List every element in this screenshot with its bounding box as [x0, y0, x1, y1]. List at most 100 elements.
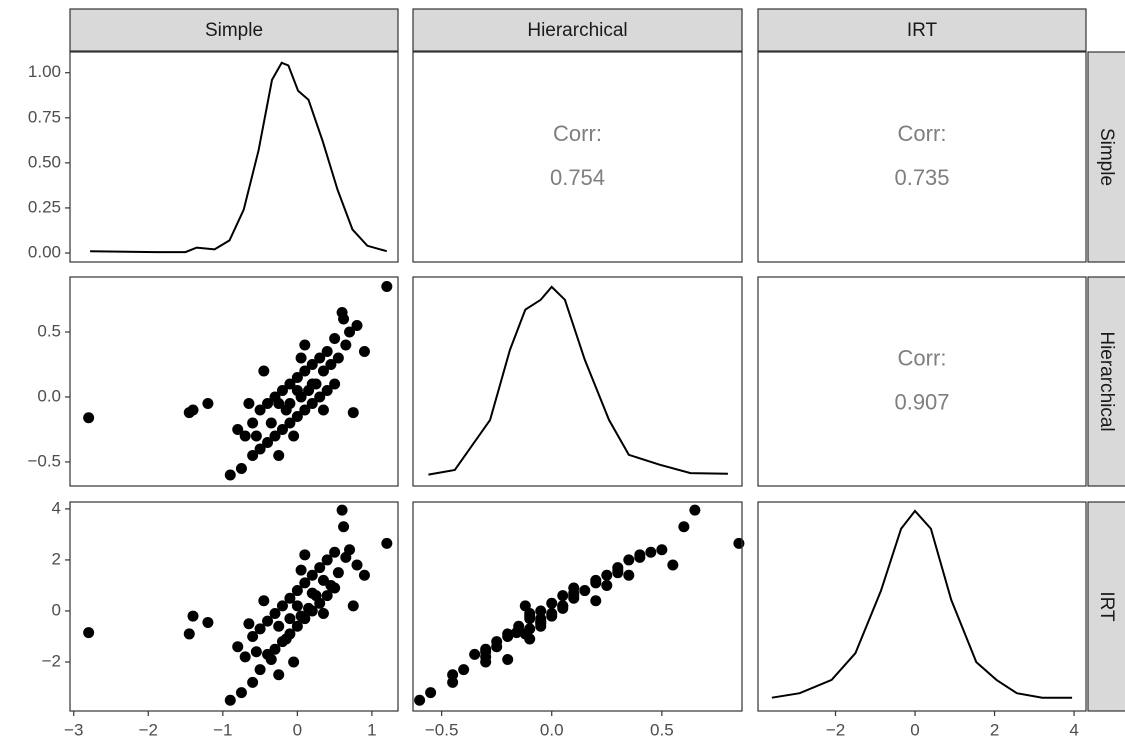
corr-value: 0.735 — [894, 165, 949, 190]
scatter-point — [295, 564, 307, 576]
scatter-point — [291, 384, 303, 396]
scatter-point — [480, 646, 492, 658]
scatter-point — [351, 319, 363, 331]
scatter-point — [299, 577, 311, 589]
y-tick-label: 0.75 — [28, 107, 61, 126]
row-strip-label: IRT — [1096, 591, 1117, 622]
scatter-point — [381, 537, 393, 549]
scatter-point — [568, 587, 580, 599]
scatter-point — [273, 620, 285, 632]
scatter-point — [557, 590, 569, 602]
scatter-point — [590, 595, 602, 607]
scatter-point — [338, 313, 350, 325]
scatter-point — [601, 579, 613, 591]
scatter-point — [656, 544, 668, 556]
scatter-point — [299, 365, 311, 377]
scatter-point — [306, 569, 318, 581]
scatter-point — [329, 332, 341, 344]
scatter-point — [273, 449, 285, 461]
scatter-point — [232, 423, 244, 435]
scatter-point — [295, 610, 307, 622]
scatter-point — [332, 567, 344, 579]
scatter-point — [329, 546, 341, 558]
scatter-point — [243, 397, 255, 409]
scatter-point — [254, 664, 266, 676]
scatter-point — [258, 365, 270, 377]
scatter-point — [678, 521, 690, 533]
scatter-point — [314, 562, 326, 574]
scatter-point — [321, 384, 333, 396]
scatter-point — [645, 546, 657, 558]
scatter-point — [262, 397, 274, 409]
scatter-point — [524, 608, 536, 620]
scatter-point — [83, 627, 95, 639]
corr-label: Corr: — [898, 345, 947, 370]
panel-border — [757, 51, 1087, 263]
density-line — [428, 285, 728, 476]
scatter-point — [535, 618, 547, 630]
scatter-point — [273, 397, 285, 409]
scatter-point — [247, 449, 259, 461]
panel — [758, 52, 1086, 262]
x-tick-label: −3 — [64, 720, 83, 739]
scatter-point — [187, 404, 199, 416]
scatter-point — [358, 569, 370, 581]
scatter-point — [317, 404, 329, 416]
row-strip — [1087, 51, 1125, 263]
scatter-point — [480, 656, 492, 668]
scatter-point — [291, 371, 303, 383]
panel-border — [412, 51, 743, 263]
scatter-point — [284, 378, 296, 390]
y-tick-label: −2 — [42, 651, 61, 670]
scatter-point — [239, 651, 251, 663]
scatter-point — [299, 404, 311, 416]
panel — [758, 502, 1086, 711]
scatter-point — [276, 384, 288, 396]
panel-border — [412, 501, 743, 712]
scatter-point — [273, 669, 285, 681]
scatter-point — [306, 378, 318, 390]
scatter-point — [733, 537, 745, 549]
scatter-point — [232, 641, 244, 653]
scatter-point — [187, 610, 199, 622]
scatter-point — [502, 653, 514, 665]
scatter-point — [447, 669, 459, 681]
scatter-point — [623, 569, 635, 581]
scatter-point — [299, 339, 311, 351]
scatter-point — [338, 521, 350, 533]
scatter-point — [340, 551, 352, 563]
scatter-point — [254, 443, 266, 455]
panel-border — [69, 276, 399, 487]
scatter-point — [344, 326, 356, 338]
scatter-point — [83, 412, 95, 424]
scatter-point — [325, 579, 337, 591]
scatter-point — [284, 592, 296, 604]
panel — [413, 52, 742, 262]
corr-value: 0.754 — [550, 165, 605, 190]
scatter-point — [291, 585, 303, 597]
scatter-point — [291, 620, 303, 632]
scatter-point — [314, 352, 326, 364]
scatter-point — [458, 664, 470, 676]
scatter-point — [288, 430, 300, 442]
panel — [70, 52, 398, 262]
scatter-point — [269, 608, 281, 620]
x-tick-label: 2 — [990, 720, 999, 739]
scatter-point — [321, 345, 333, 357]
scatter-point — [590, 574, 602, 586]
scatter-point — [601, 569, 613, 581]
panel-border — [69, 501, 399, 712]
y-tick-label: 0 — [52, 600, 61, 619]
scatter-point — [254, 623, 266, 635]
x-tick-label: 0.5 — [650, 720, 674, 739]
row-strip-label: Hierarchical — [1096, 331, 1117, 431]
scatter-point — [689, 504, 701, 516]
panel-border — [757, 276, 1087, 487]
y-tick-label: 0.0 — [37, 386, 61, 405]
scatter-point — [347, 600, 359, 612]
scatter-point — [284, 613, 296, 625]
scatter-point — [303, 602, 315, 614]
scatter-point — [262, 436, 274, 448]
scatter-point — [351, 559, 363, 571]
